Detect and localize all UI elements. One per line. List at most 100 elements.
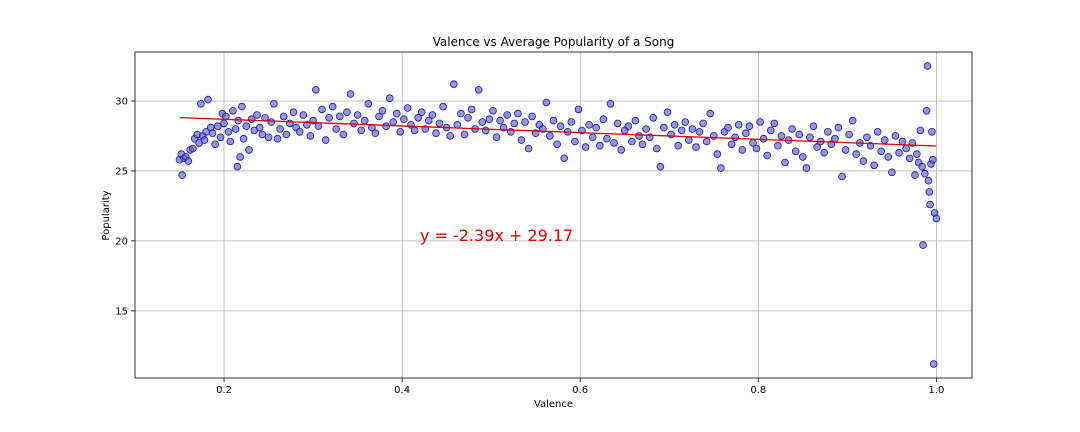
data-point [870, 161, 878, 170]
data-point [911, 171, 919, 179]
data-point [841, 146, 850, 154]
data-point [929, 360, 938, 368]
data-point [325, 114, 333, 122]
data-point [649, 114, 657, 122]
data-point [774, 141, 782, 150]
data-point [197, 100, 205, 108]
data-point [745, 122, 754, 130]
data-point [270, 100, 278, 108]
data-point [428, 111, 437, 119]
data-point [895, 148, 903, 157]
data-point [731, 133, 739, 142]
data-point [560, 154, 568, 163]
data-point [924, 176, 933, 185]
data-point [770, 119, 779, 128]
data-point [902, 144, 910, 153]
data-point [200, 136, 209, 144]
data-point [457, 109, 465, 118]
data-point [204, 95, 212, 104]
data-point [318, 105, 326, 114]
data-point [610, 139, 618, 147]
data-point [360, 116, 369, 125]
data-point [424, 116, 433, 125]
data-point [838, 172, 846, 181]
data-point [638, 140, 647, 149]
data-point [528, 112, 536, 121]
data-point [382, 122, 390, 130]
y-tick-label: 15 [115, 306, 128, 317]
data-point [926, 200, 934, 209]
data-point [242, 122, 251, 130]
data-point [303, 121, 311, 129]
data-point [848, 116, 857, 125]
data-point [674, 141, 682, 150]
data-point [224, 128, 233, 136]
data-point [692, 143, 700, 151]
data-point [791, 147, 800, 156]
data-point [642, 125, 650, 133]
data-point [932, 214, 941, 223]
data-point [189, 144, 197, 153]
data-point [449, 80, 458, 88]
data-point [510, 119, 519, 128]
data-point [435, 119, 444, 128]
data-point [439, 102, 447, 111]
data-point [389, 118, 398, 126]
data-point [681, 118, 690, 126]
data-point [467, 105, 476, 114]
data-point [335, 112, 344, 121]
data-point [496, 116, 504, 125]
data-point [403, 104, 412, 112]
data-point [624, 122, 633, 130]
data-point [592, 123, 600, 132]
data-point [233, 162, 242, 171]
data-point [216, 133, 225, 142]
data-point [231, 125, 240, 133]
data-point [880, 136, 889, 144]
data-point [727, 140, 736, 149]
data-point [571, 137, 579, 146]
data-point [617, 146, 625, 154]
x-tick-label: 0.4 [394, 385, 410, 396]
data-point [877, 147, 885, 156]
data-point [595, 141, 604, 150]
data-point [328, 102, 337, 111]
data-point [588, 133, 597, 142]
data-point [795, 130, 804, 139]
data-point [255, 123, 264, 132]
x-axis-label: Valence [534, 399, 573, 410]
data-point [813, 143, 821, 151]
data-point [339, 130, 348, 139]
data-point [667, 130, 675, 139]
data-points [175, 62, 941, 368]
data-point [809, 122, 818, 130]
x-tick-label: 0.2 [216, 385, 232, 396]
data-point [888, 168, 896, 177]
data-point [453, 121, 462, 129]
data-point [378, 107, 387, 115]
data-point [834, 123, 843, 132]
data-point [781, 158, 789, 167]
data-point [514, 109, 522, 118]
data-point [925, 188, 934, 196]
data-point [503, 111, 512, 119]
data-point [273, 134, 282, 143]
data-point [873, 128, 882, 136]
data-point [706, 109, 714, 118]
data-point [635, 132, 643, 140]
y-tick-label: 20 [115, 236, 128, 247]
data-point [567, 118, 576, 126]
data-point [549, 116, 558, 125]
data-point [276, 125, 284, 133]
data-point [364, 100, 373, 108]
data-point [606, 100, 615, 108]
data-point [923, 62, 932, 70]
data-point [863, 133, 871, 142]
data-point [481, 126, 490, 135]
data-point [738, 146, 747, 154]
data-point [756, 118, 764, 126]
data-point [178, 171, 187, 179]
data-point [267, 118, 276, 126]
data-point [258, 130, 267, 139]
